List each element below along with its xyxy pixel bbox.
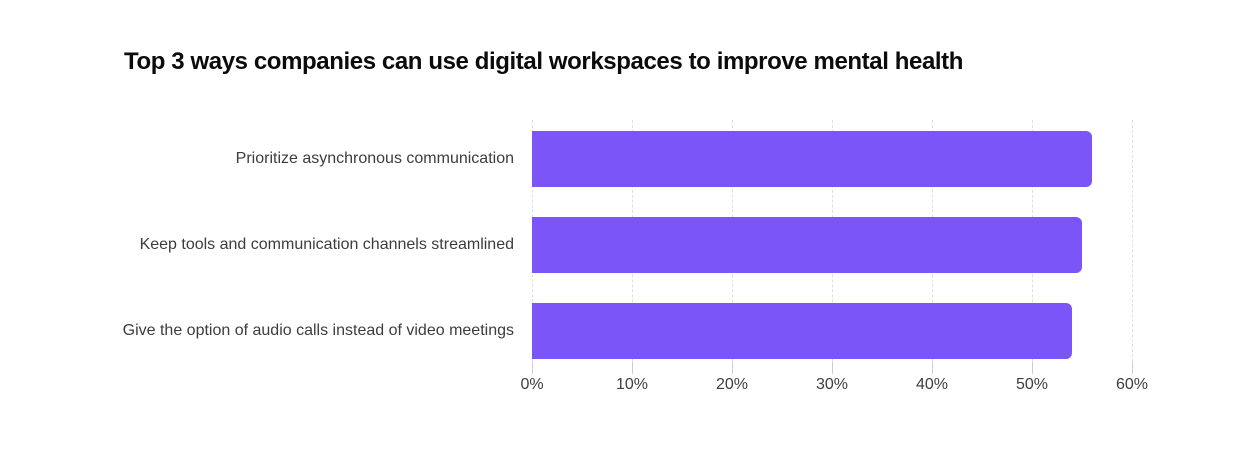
axis-tick-mark bbox=[732, 362, 733, 374]
x-tick-label: 20% bbox=[715, 376, 749, 393]
bar bbox=[532, 131, 1092, 187]
x-tick-label: 0% bbox=[520, 376, 544, 393]
x-tick-label: 60% bbox=[1115, 376, 1149, 393]
bar bbox=[532, 217, 1082, 273]
axis-tick-mark bbox=[1032, 362, 1033, 374]
axis-tick-mark bbox=[532, 362, 533, 374]
category-label: Keep tools and communication channels st… bbox=[139, 236, 514, 253]
x-tick-label: 10% bbox=[615, 376, 649, 393]
gridline bbox=[1132, 120, 1133, 362]
axis-tick-mark bbox=[832, 362, 833, 374]
x-tick-label: 40% bbox=[915, 376, 949, 393]
bar bbox=[532, 303, 1072, 359]
category-label: Prioritize asynchronous communication bbox=[235, 150, 514, 167]
axis-tick-mark bbox=[1132, 362, 1133, 374]
axis-tick-mark bbox=[632, 362, 633, 374]
axis-tick-mark bbox=[932, 362, 933, 374]
category-label: Give the option of audio calls instead o… bbox=[122, 322, 514, 339]
x-tick-label: 30% bbox=[815, 376, 849, 393]
x-tick-label: 50% bbox=[1015, 376, 1049, 393]
chart-title: Top 3 ways companies can use digital wor… bbox=[124, 48, 964, 75]
